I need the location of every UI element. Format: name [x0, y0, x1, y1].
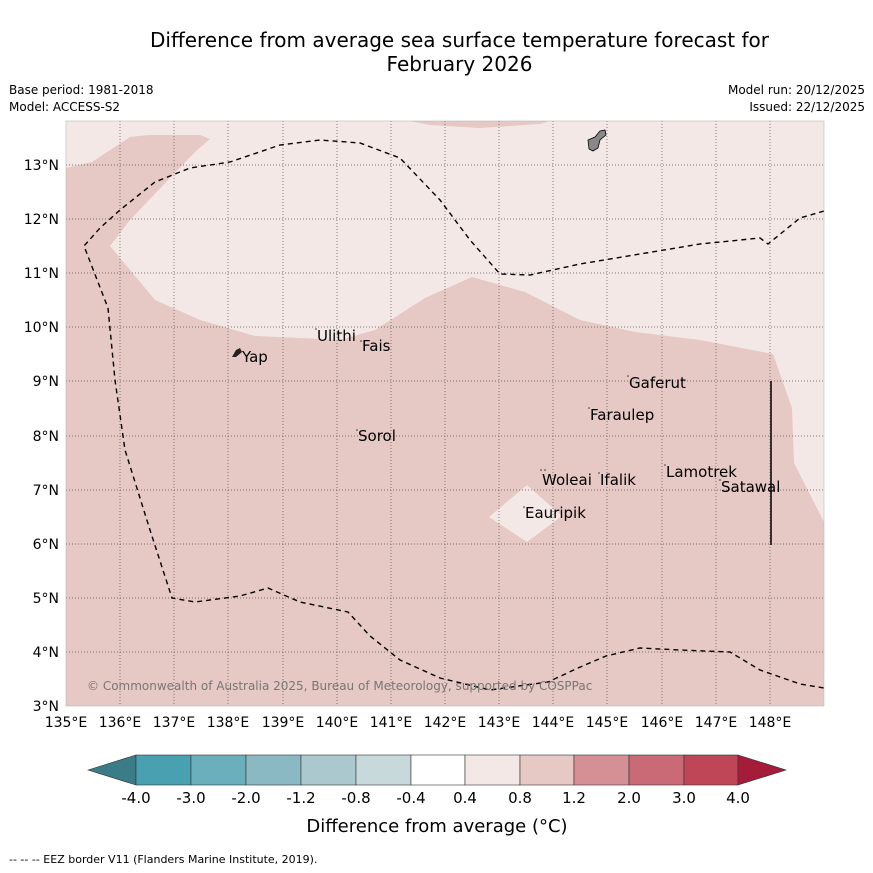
colorbar-tick: -0.4: [396, 789, 425, 807]
place-satawal: Satawal: [721, 478, 780, 496]
lon-label: 136°E: [99, 715, 142, 731]
colorbar-swatch: [300, 754, 357, 786]
guam-island: [587, 129, 607, 152]
place-ifalik: Ifalik: [600, 471, 636, 489]
lat-label: 7°N: [33, 483, 59, 499]
lon-label: 145°E: [586, 715, 629, 731]
lon-label: 148°E: [749, 715, 792, 731]
lat-label: 4°N: [33, 645, 59, 661]
lat-label: 11°N: [24, 266, 59, 282]
place-labels: Ulithi Fais Yap Gaferut Faraulep Sorol L…: [241, 327, 780, 522]
colorbar: [86, 754, 788, 786]
yap-island: [232, 348, 242, 357]
lat-label: 8°N: [33, 429, 59, 445]
meta-right: Model run: 20/12/2025 Issued: 22/12/2025: [728, 82, 865, 116]
colorbar-tick: -1.2: [286, 789, 315, 807]
lon-label: 139°E: [262, 715, 305, 731]
eez-note: -- -- -- EEZ border V11 (Flanders Marine…: [9, 853, 318, 866]
colorbar-swatch: [628, 754, 685, 786]
lon-axis-labels: 135°E 136°E 137°E 138°E 139°E 140°E 141°…: [45, 715, 792, 731]
colorbar-tick: -4.0: [121, 789, 150, 807]
colorbar-tick: 4.0: [726, 789, 750, 807]
colorbar-tick: 3.0: [672, 789, 696, 807]
lat-label: 12°N: [24, 212, 59, 228]
colorbar-tick: -3.0: [176, 789, 205, 807]
title-line-1: Difference from average sea surface temp…: [149, 28, 769, 52]
lon-label: 144°E: [532, 715, 575, 731]
lon-label: 137°E: [153, 715, 196, 731]
colorbar-swatch: [573, 754, 630, 786]
map-frame: [65, 120, 825, 707]
colorbar-ticks: -4.0 -3.0 -2.0 -1.2 -0.8 -0.4 0.4 0.8 1.…: [121, 789, 750, 807]
colorbar-tick: 1.2: [562, 789, 586, 807]
colorbar-tick: -0.8: [341, 789, 370, 807]
meta-left: Base period: 1981-2018 Model: ACCESS-S2: [9, 82, 154, 116]
lat-label: 9°N: [33, 374, 59, 390]
gridlines: [66, 121, 824, 706]
colorbar-swatch: [519, 754, 575, 786]
lon-label: 142°E: [424, 715, 467, 731]
lat-label: 10°N: [24, 320, 59, 336]
colorbar-swatch-over: [737, 754, 788, 786]
lon-label: 135°E: [45, 715, 88, 731]
lon-label: 138°E: [207, 715, 250, 731]
lat-label: 5°N: [33, 591, 59, 607]
lon-label: 147°E: [695, 715, 738, 731]
place-ulithi: Ulithi: [317, 327, 356, 345]
lon-label: 146°E: [641, 715, 684, 731]
colorbar-swatch: [410, 754, 466, 786]
anomaly-0.4-0.8-region-north: [66, 121, 824, 522]
island-markers: [315, 328, 721, 508]
colorbar-swatch: [355, 754, 412, 786]
place-faraulep: Faraulep: [590, 406, 654, 424]
colorbar-swatch: [464, 754, 521, 786]
place-sorol: Sorol: [358, 427, 396, 445]
colorbar-label: Difference from average (°C): [306, 816, 567, 837]
copyright-text: © Commonwealth of Australia 2025, Bureau…: [87, 679, 592, 693]
anomaly-0.4-0.8-region-eauripik: [489, 485, 562, 542]
issued-date: Issued: 22/12/2025: [749, 100, 865, 114]
colorbar-tick: 0.4: [453, 789, 477, 807]
map-area: Ulithi Fais Yap Gaferut Faraulep Sorol L…: [66, 121, 824, 706]
colorbar-swatch: [135, 754, 192, 786]
eez-border: [83, 139, 824, 691]
place-fais: Fais: [362, 337, 391, 355]
lat-label: 3°N: [33, 699, 59, 715]
lat-label: 13°N: [24, 158, 59, 174]
colorbar-swatch-under: [86, 754, 137, 786]
lat-label: 6°N: [33, 537, 59, 553]
lat-axis-labels: 13°N 12°N 11°N 10°N 9°N 8°N 7°N 6°N 5°N …: [24, 158, 59, 715]
lon-label: 143°E: [478, 715, 521, 731]
colorbar-swatch: [190, 754, 247, 786]
place-lamotrek: Lamotrek: [666, 463, 737, 481]
place-yap: Yap: [241, 348, 268, 366]
colorbar-swatch: [245, 754, 302, 786]
anomaly-darker-top-blob: [410, 121, 550, 128]
lon-label: 141°E: [370, 715, 413, 731]
place-gaferut: Gaferut: [629, 374, 686, 392]
base-period: Base period: 1981-2018: [9, 83, 154, 97]
model-run: Model run: 20/12/2025: [727, 83, 865, 97]
colorbar-tick: 0.8: [508, 789, 532, 807]
chart-title: Difference from average sea surface temp…: [0, 28, 873, 76]
colorbar-tick: -2.0: [231, 789, 260, 807]
colorbar-swatch: [683, 754, 739, 786]
lon-label: 140°E: [316, 715, 359, 731]
colorbar-tick: 2.0: [617, 789, 641, 807]
title-line-2: February 2026: [386, 52, 533, 76]
place-eauripik: Eauripik: [525, 504, 586, 522]
model-name: Model: ACCESS-S2: [9, 100, 121, 114]
place-woleai: Woleai: [542, 471, 592, 489]
